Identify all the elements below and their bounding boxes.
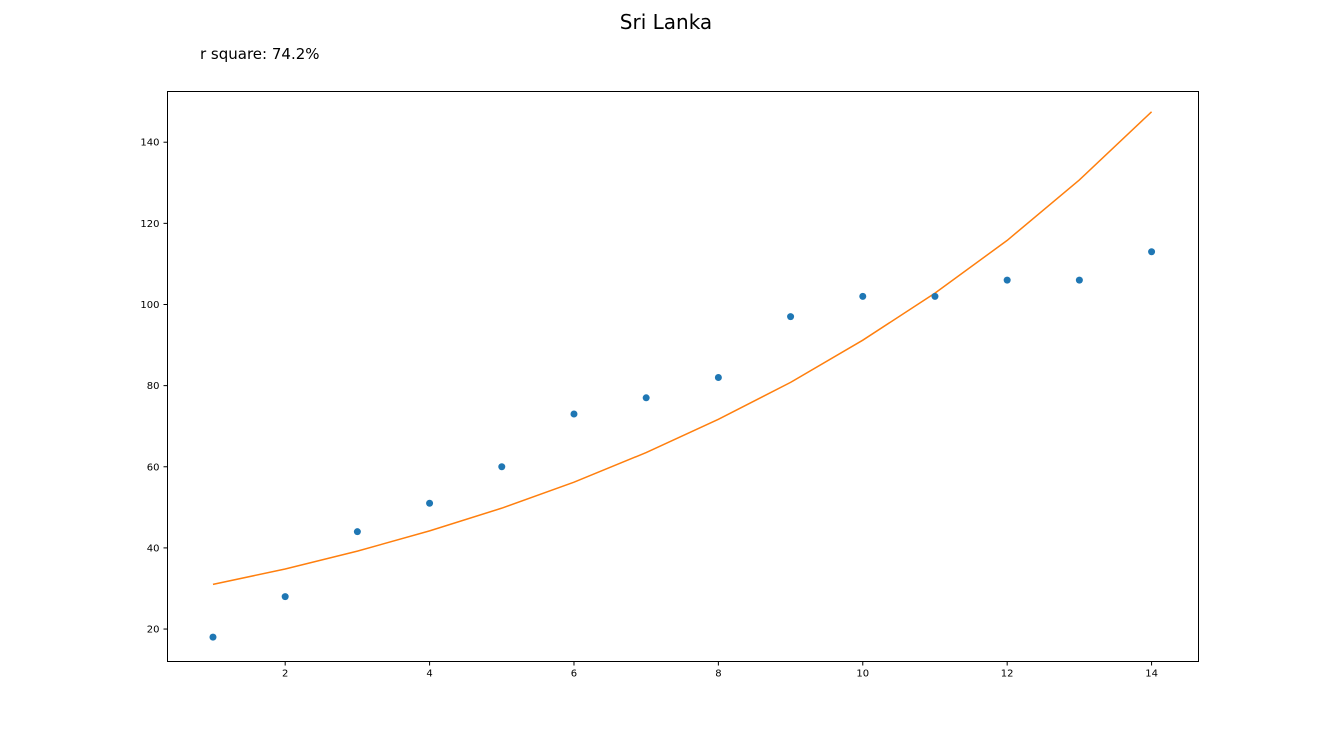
x-tick-label: 14 [1145,669,1158,680]
data-point [353,528,361,536]
series-layer [209,111,1156,641]
data-point [859,292,867,300]
data-point [1075,276,1083,284]
y-tick-label: 60 [147,462,160,473]
data-point [281,593,289,601]
data-point [642,394,650,402]
y-tick-label: 80 [147,381,160,392]
y-tick-label: 140 [140,138,159,149]
y-tick-label: 100 [140,300,159,311]
data-point [787,313,795,321]
data-point [931,292,939,300]
y-tick-label: 20 [147,625,160,636]
r-square-annotation: r square: 74.2% [200,45,320,63]
y-tick-label: 120 [140,219,159,230]
x-tick-label: 2 [282,669,288,680]
x-tick-label: 10 [856,669,869,680]
x-tick-label: 6 [571,669,577,680]
data-point [498,463,506,471]
chart-title: Sri Lanka [619,10,713,34]
axis-ticks: 2 4 6 8 10 12 14 20 40 60 80 100 120 140 [140,138,1158,680]
plot-frame [167,91,1199,662]
data-point [714,374,722,382]
data-point [570,410,578,418]
data-point [209,633,217,641]
data-point [1003,276,1011,284]
x-tick-label: 4 [426,669,432,680]
x-tick-label: 12 [1001,669,1014,680]
data-point [1148,248,1156,256]
fit-line [212,111,1153,586]
data-point [426,499,434,507]
y-tick-label: 40 [147,543,160,554]
x-tick-label: 8 [715,669,721,680]
